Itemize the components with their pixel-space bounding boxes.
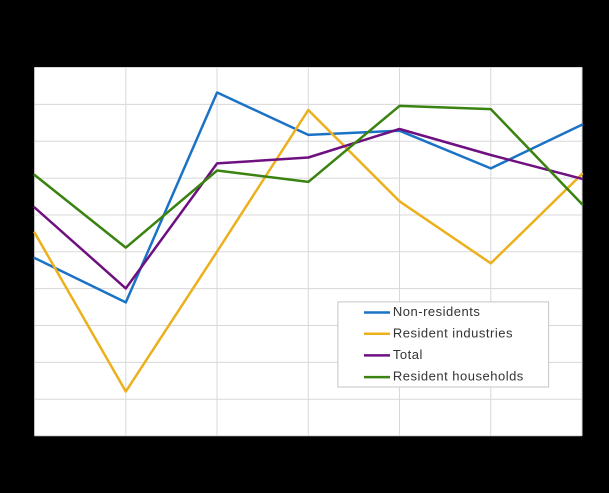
svg-text:Non-residents: Non-residents (393, 304, 480, 319)
svg-text:Resident households: Resident households (393, 369, 524, 384)
svg-text:Resident industries: Resident industries (393, 326, 513, 341)
svg-text:Total: Total (393, 347, 423, 362)
